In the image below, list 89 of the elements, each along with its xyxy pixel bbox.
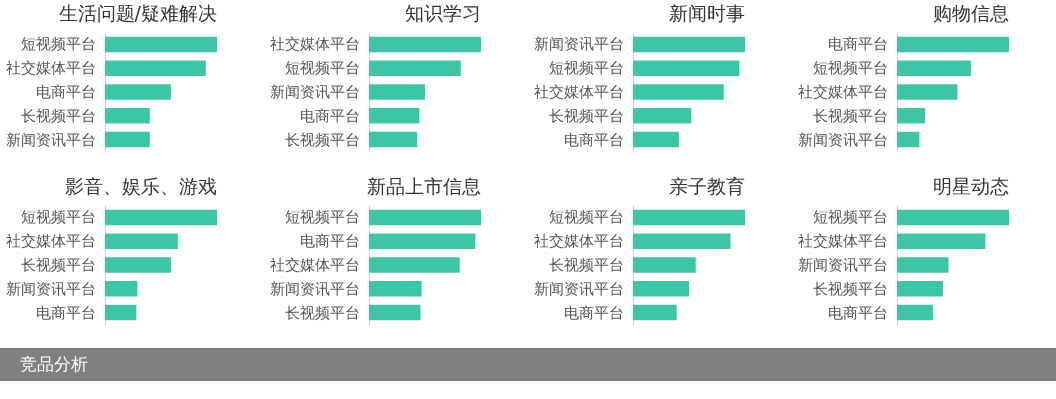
- bar: [897, 304, 933, 321]
- bar: [369, 36, 481, 53]
- bar: [105, 60, 206, 76]
- bar: [105, 257, 172, 273]
- bar: [369, 233, 476, 249]
- bar: [633, 36, 745, 53]
- bar: [369, 60, 461, 76]
- y-tick-label: 社交媒体平台: [797, 232, 888, 251]
- bar: [897, 233, 986, 249]
- y-tick-label: 社交媒体平台: [533, 83, 624, 101]
- y-tick-label: 社交媒体平台: [269, 256, 360, 274]
- chart-title: 亲子教育: [669, 175, 745, 197]
- y-tick-label: 短视频平台: [812, 59, 888, 78]
- bar: [897, 60, 971, 76]
- bar: [633, 281, 689, 297]
- bar: [105, 233, 178, 249]
- bar: [633, 131, 679, 148]
- y-tick-label: 新闻资讯平台: [269, 83, 360, 101]
- y-tick-label: 社交媒体平台: [5, 232, 96, 251]
- bar: [897, 108, 925, 124]
- bar: [633, 108, 692, 124]
- bar: [897, 84, 958, 100]
- y-tick-label: 短视频平台: [284, 208, 360, 227]
- y-tick-label: 短视频平台: [548, 208, 624, 227]
- y-tick-label: 长视频平台: [284, 303, 360, 322]
- bar: [897, 257, 949, 273]
- chart-title: 生活问题/疑难解决: [58, 2, 217, 24]
- y-tick-label: 社交媒体平台: [533, 232, 624, 251]
- y-tick-label: 电商平台: [35, 303, 96, 322]
- y-tick-label: 长视频平台: [812, 106, 888, 125]
- y-tick-label: 长视频平台: [548, 256, 624, 274]
- bar: [633, 84, 724, 100]
- bar: [105, 36, 217, 53]
- chart-title: 购物信息: [933, 2, 1009, 24]
- bar: [369, 209, 481, 226]
- y-tick-label: 社交媒体平台: [797, 83, 888, 101]
- bar: [105, 108, 150, 124]
- bar: [105, 131, 150, 148]
- bar: [369, 108, 420, 124]
- y-tick-label: 新闻资讯平台: [533, 35, 624, 54]
- bar: [633, 60, 740, 76]
- y-tick-label: 长视频平台: [284, 130, 360, 149]
- y-tick-label: 电商平台: [563, 130, 624, 149]
- y-tick-label: 电商平台: [827, 303, 888, 322]
- bar: [369, 131, 418, 148]
- y-tick-label: 电商平台: [299, 232, 360, 251]
- bar: [633, 209, 745, 226]
- bar: [105, 84, 172, 100]
- chart-title: 明星动态: [933, 175, 1009, 197]
- y-tick-label: 短视频平台: [812, 208, 888, 227]
- y-tick-label: 社交媒体平台: [269, 35, 360, 54]
- y-tick-label: 长视频平台: [812, 279, 888, 298]
- bar: [369, 281, 422, 297]
- y-tick-label: 新闻资讯平台: [269, 279, 360, 298]
- y-tick-label: 长视频平台: [20, 106, 96, 125]
- bar: [105, 281, 138, 297]
- y-tick-label: 电商平台: [299, 106, 360, 125]
- bar: [369, 257, 460, 273]
- y-tick-label: 新闻资讯平台: [5, 279, 96, 298]
- chart-title: 影音、娱乐、游戏: [65, 175, 217, 197]
- chart-title: 知识学习: [405, 2, 481, 24]
- y-tick-label: 电商平台: [563, 303, 624, 322]
- y-tick-label: 短视频平台: [548, 59, 624, 78]
- y-tick-label: 短视频平台: [20, 35, 96, 54]
- y-tick-label: 新闻资讯平台: [797, 256, 888, 274]
- chart-title: 新品上市信息: [367, 175, 481, 197]
- y-tick-label: 短视频平台: [284, 59, 360, 78]
- y-tick-label: 长视频平台: [20, 256, 96, 274]
- bar: [633, 257, 696, 273]
- bar: [369, 304, 421, 321]
- y-tick-label: 新闻资讯平台: [5, 130, 96, 149]
- bar: [897, 209, 1009, 226]
- y-tick-label: 电商平台: [827, 35, 888, 54]
- chart-title: 新闻时事: [669, 2, 745, 24]
- bar: [897, 131, 920, 148]
- y-tick-label: 电商平台: [35, 83, 96, 101]
- y-tick-label: 新闻资讯平台: [533, 279, 624, 298]
- bar: [897, 281, 943, 297]
- bar: [369, 84, 425, 100]
- text: 竞品分析: [0, 348, 1056, 381]
- bar: [105, 304, 137, 321]
- bar: [897, 36, 1009, 53]
- y-tick-label: 长视频平台: [548, 106, 624, 125]
- bar: [633, 304, 677, 321]
- y-tick-label: 社交媒体平台: [5, 59, 96, 78]
- bar: [633, 233, 731, 249]
- bar: [105, 209, 217, 226]
- y-tick-label: 短视频平台: [20, 208, 96, 227]
- y-tick-label: 新闻资讯平台: [797, 130, 888, 149]
